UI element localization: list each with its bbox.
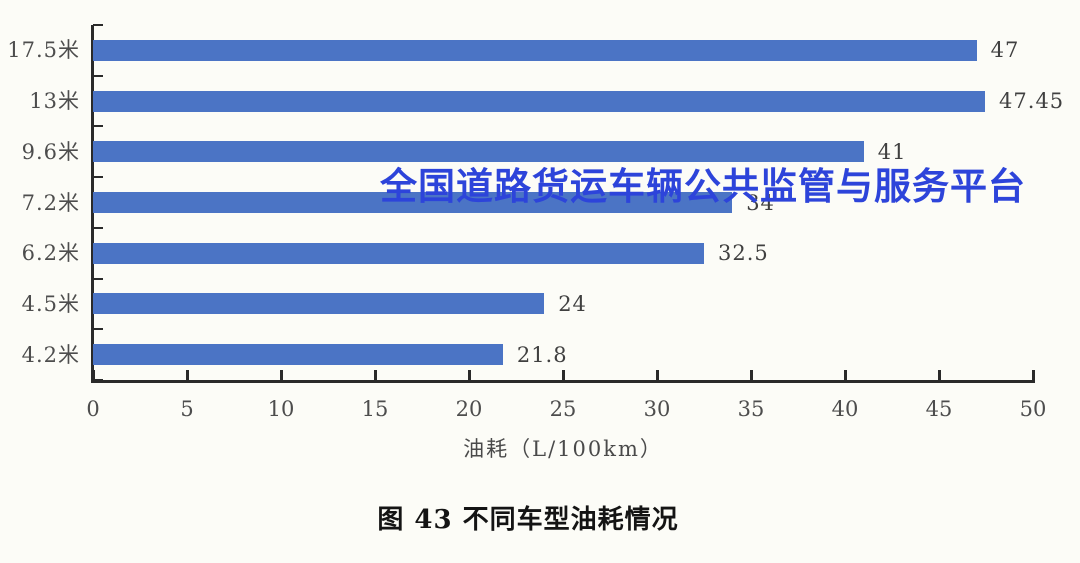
bar — [93, 242, 704, 264]
figure-caption: 图 43 不同车型油耗情况 — [377, 505, 679, 535]
category-label: 4.2米 — [21, 342, 80, 367]
x-axis-tick — [750, 370, 753, 380]
bar-value-label: 34 — [746, 190, 775, 215]
y-axis-tick — [93, 379, 103, 381]
x-axis-tick-label: 15 — [361, 397, 389, 421]
category-label: 4.5米 — [21, 291, 80, 316]
x-axis-tick — [562, 370, 565, 380]
y-axis-tick — [93, 226, 103, 229]
category-label: 17.5米 — [7, 38, 80, 63]
x-axis-tick — [938, 370, 941, 380]
bar — [93, 293, 545, 315]
x-axis-tick — [844, 370, 847, 380]
bar-value-label: 32.5 — [718, 241, 769, 266]
x-axis-tick — [656, 370, 659, 380]
bar — [93, 141, 864, 163]
bar — [93, 344, 503, 366]
x-axis-tick-label: 5 — [180, 397, 194, 421]
bar — [93, 39, 977, 61]
x-axis-tick — [468, 370, 471, 380]
x-axis-tick-label: 10 — [267, 397, 295, 421]
y-axis-tick — [93, 176, 103, 179]
x-axis-tick-label: 45 — [925, 397, 953, 421]
bar-value-label: 47.45 — [999, 89, 1065, 114]
x-axis-tick-label: 30 — [643, 397, 671, 421]
category-label: 9.6米 — [21, 139, 80, 164]
x-axis-tick — [374, 370, 377, 380]
y-axis-tick — [93, 328, 103, 331]
x-axis-tick — [186, 370, 189, 380]
y-axis-tick — [93, 277, 103, 280]
bar-value-label: 24 — [558, 291, 587, 316]
category-label: 7.2米 — [21, 190, 80, 215]
x-axis-tick-label: 0 — [86, 397, 100, 421]
x-axis-tick-label: 40 — [831, 397, 859, 421]
x-axis-tick — [92, 370, 95, 380]
x-axis-tick-label: 35 — [737, 397, 765, 421]
x-axis-tick-label: 25 — [549, 397, 577, 421]
x-axis-tick-label: 20 — [455, 397, 483, 421]
y-axis-tick — [93, 125, 103, 128]
watermark-text: 全国道路货运车辆公共监管与服务平台 — [380, 165, 1026, 208]
y-axis-tick — [93, 74, 103, 77]
bar — [93, 192, 733, 213]
x-axis-line — [91, 380, 1035, 383]
bar-value-label: 47 — [990, 38, 1020, 63]
bar-value-label: 41 — [877, 139, 907, 164]
bar — [93, 90, 986, 112]
y-axis-line — [91, 25, 94, 383]
x-axis-tick — [280, 370, 283, 380]
category-label: 6.2米 — [21, 241, 80, 266]
x-axis-tick — [1032, 370, 1035, 380]
bar-value-label: 21.8 — [516, 342, 568, 367]
x-axis-title: 油耗（L/100km） — [463, 437, 663, 461]
x-axis-tick-label: 50 — [1019, 397, 1047, 421]
category-label: 13米 — [29, 89, 80, 114]
y-axis-tick — [93, 24, 103, 26]
